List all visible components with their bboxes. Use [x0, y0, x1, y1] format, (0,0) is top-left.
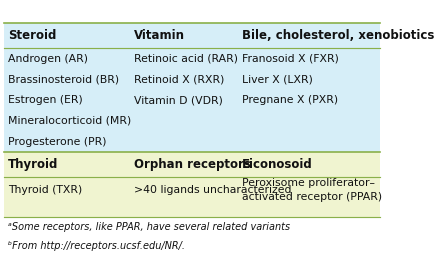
Text: Retinoid X (RXR): Retinoid X (RXR): [134, 74, 225, 84]
Text: Eiconosoid: Eiconosoid: [242, 158, 313, 171]
Bar: [4, 23, 380, 152]
Text: activated receptor (PPAR): activated receptor (PPAR): [242, 192, 382, 202]
Text: ᵇFrom http://receptors.ucsf.edu/NR/.: ᵇFrom http://receptors.ucsf.edu/NR/.: [8, 241, 185, 251]
Text: Peroxisome proliferator–: Peroxisome proliferator–: [242, 178, 375, 188]
Text: Retinoic acid (RAR): Retinoic acid (RAR): [134, 54, 238, 63]
Text: Bile, cholesterol, xenobiotics: Bile, cholesterol, xenobiotics: [242, 29, 435, 42]
Text: Estrogen (ER): Estrogen (ER): [8, 95, 82, 105]
Text: Androgen (AR): Androgen (AR): [8, 54, 88, 63]
Text: Pregnane X (PXR): Pregnane X (PXR): [242, 95, 338, 105]
Bar: [4, 152, 380, 217]
Text: Vitamin: Vitamin: [134, 29, 185, 42]
Text: Thyroid: Thyroid: [8, 158, 58, 171]
Text: Thyroid (TXR): Thyroid (TXR): [8, 185, 82, 195]
Text: Mineralocorticoid (MR): Mineralocorticoid (MR): [8, 116, 131, 126]
Text: Franosoid X (FXR): Franosoid X (FXR): [242, 54, 339, 63]
Text: ᵃSome receptors, like PPAR, have several related variants: ᵃSome receptors, like PPAR, have several…: [8, 222, 290, 232]
Text: Steroid: Steroid: [8, 29, 56, 42]
Text: Vitamin D (VDR): Vitamin D (VDR): [134, 95, 223, 105]
Text: Orphan receptors: Orphan receptors: [134, 158, 251, 171]
Text: Progesterone (PR): Progesterone (PR): [8, 137, 106, 147]
Text: Brassinosteroid (BR): Brassinosteroid (BR): [8, 74, 119, 84]
Text: Liver X (LXR): Liver X (LXR): [242, 74, 313, 84]
Text: >40 ligands uncharacterized: >40 ligands uncharacterized: [134, 185, 292, 195]
